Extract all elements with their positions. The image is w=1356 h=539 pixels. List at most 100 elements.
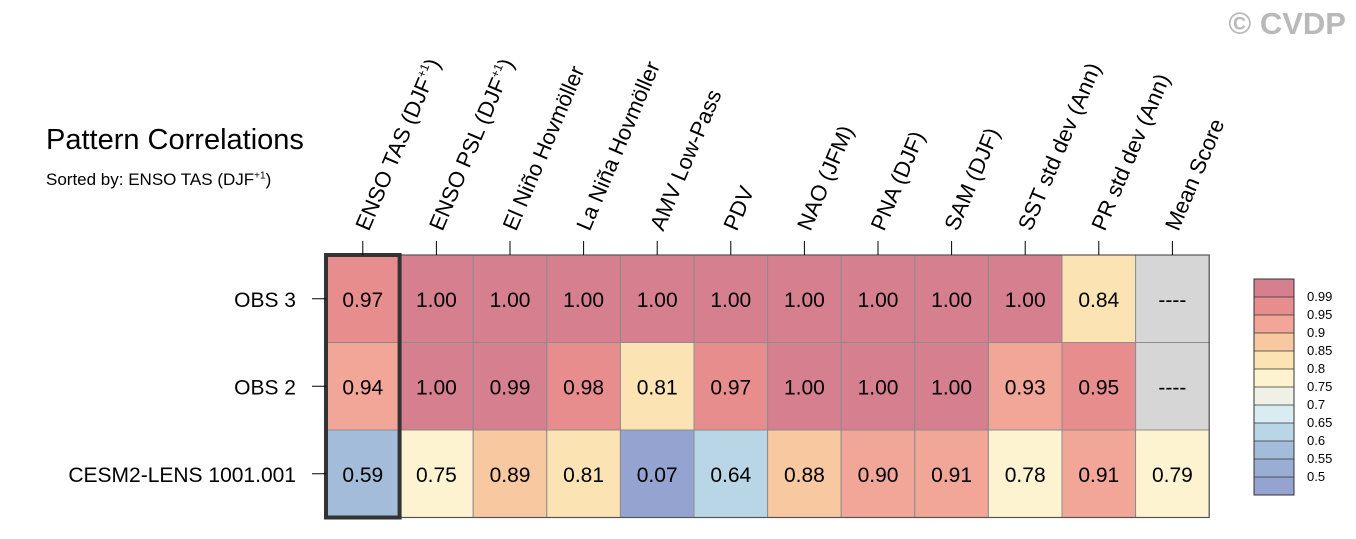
column-label: AMV Low-Pass bbox=[645, 86, 727, 234]
heatmap-cell bbox=[767, 429, 842, 518]
cell-value-label: 0.78 bbox=[1005, 464, 1046, 487]
cell-value-label: 0.95 bbox=[1078, 376, 1119, 399]
colorbar-swatch bbox=[1254, 369, 1294, 387]
cell-value-label: 0.98 bbox=[563, 376, 604, 399]
column-label: NAO (JFM) bbox=[792, 122, 858, 234]
column-label: SAM (DJF) bbox=[939, 124, 1005, 234]
cell-value-label: 1.00 bbox=[563, 289, 604, 312]
heatmap-cell bbox=[399, 254, 474, 343]
cell-value-label: 0.07 bbox=[637, 464, 678, 487]
column-label: El Niño Hovmöller bbox=[498, 62, 590, 234]
heatmap-cell bbox=[693, 342, 769, 431]
column-label-text: PNA (DJF) bbox=[866, 127, 930, 234]
subtitle-superscript: +1 bbox=[254, 170, 266, 182]
cell-value-label: 1.00 bbox=[858, 289, 899, 312]
cell-value-label: 1.00 bbox=[858, 376, 899, 399]
colorbar-swatch bbox=[1254, 405, 1294, 423]
colorbar-swatch bbox=[1254, 423, 1294, 441]
column-label-text: AMV Low-Pass bbox=[645, 86, 727, 234]
cell-value-label: ---- bbox=[1158, 289, 1186, 312]
heatmap-cell bbox=[619, 254, 695, 343]
heatmap-cell bbox=[619, 342, 695, 431]
subtitle-suffix: ) bbox=[265, 170, 272, 189]
heatmap-cell bbox=[472, 342, 548, 431]
cell-value-label: 1.00 bbox=[490, 289, 531, 312]
heatmap-cell bbox=[987, 254, 1063, 343]
heatmap-cell bbox=[987, 429, 1063, 518]
colorbar-label: 0.8 bbox=[1307, 361, 1325, 376]
colorbar-swatch bbox=[1254, 333, 1294, 351]
column-label-text: El Niño Hovmöller bbox=[498, 62, 590, 234]
colorbar-label: 0.99 bbox=[1307, 289, 1332, 304]
cell-value-label: 0.64 bbox=[710, 464, 751, 487]
column-label: PR std dev (Ann) bbox=[1086, 70, 1174, 234]
heatmap-cell bbox=[840, 254, 916, 343]
column-label-text: ENSO TAS (DJF bbox=[350, 74, 437, 234]
cell-value-label: 1.00 bbox=[784, 289, 825, 312]
subtitle-text: Sorted by: ENSO TAS (DJF bbox=[46, 170, 255, 189]
heatmap-cell bbox=[1061, 429, 1137, 518]
colorbar-swatch bbox=[1254, 279, 1294, 297]
colorbar-label: 0.95 bbox=[1307, 307, 1332, 322]
cell-value-label: 1.00 bbox=[637, 289, 678, 312]
cell-value-label: 0.89 bbox=[490, 464, 531, 487]
heatmap-cell bbox=[472, 254, 548, 343]
cell-value-label: 0.88 bbox=[784, 464, 825, 487]
colorbar-swatch bbox=[1254, 351, 1294, 369]
colorbar-swatch bbox=[1254, 441, 1294, 459]
colorbar-swatch bbox=[1254, 459, 1294, 477]
cell-value-label: 0.99 bbox=[490, 376, 531, 399]
colorbar-label: 0.5 bbox=[1307, 469, 1325, 484]
heatmap-cell bbox=[325, 342, 401, 431]
heatmap-cell bbox=[1061, 254, 1137, 343]
row-labels: OBS 3 OBS 2 CESM2-LENS 1001.001 bbox=[68, 289, 326, 487]
row-label: OBS 3 bbox=[234, 289, 296, 312]
cell-value-label: 0.81 bbox=[563, 464, 604, 487]
colorbar-swatch bbox=[1254, 315, 1294, 333]
colorbar-label: 0.55 bbox=[1307, 451, 1332, 466]
heatmap-cell bbox=[472, 429, 548, 518]
column-label-text: PDV bbox=[718, 182, 759, 234]
heatmap-cell bbox=[1135, 429, 1210, 518]
heatmap-cell bbox=[914, 342, 989, 431]
heatmap-cell bbox=[1135, 342, 1210, 431]
row-label: CESM2-LENS 1001.001 bbox=[68, 464, 296, 487]
cell-value-label: 0.93 bbox=[1005, 376, 1046, 399]
colorbar-swatch bbox=[1254, 387, 1294, 405]
column-label-text: Mean Score bbox=[1160, 115, 1229, 234]
column-label: Mean Score bbox=[1160, 115, 1229, 234]
row-label: OBS 2 bbox=[234, 376, 296, 399]
colorbar-swatch bbox=[1254, 477, 1294, 495]
heatmap-cell bbox=[1061, 342, 1137, 431]
column-label-text: NAO (JFM) bbox=[792, 122, 858, 234]
chart-subtitle: Sorted by: ENSO TAS (DJF+1) bbox=[46, 170, 271, 190]
heatmap-cell bbox=[914, 429, 989, 518]
cell-value-label: 0.91 bbox=[931, 464, 972, 487]
colorbar-label: 0.85 bbox=[1307, 343, 1332, 358]
cell-value-label: 0.91 bbox=[1078, 464, 1119, 487]
colorbar-label: 0.75 bbox=[1307, 379, 1332, 394]
cell-value-label: 0.59 bbox=[342, 464, 383, 487]
colorbar-label: 0.7 bbox=[1307, 397, 1325, 412]
heatmap-cell bbox=[399, 429, 474, 518]
colorbar: 0.99 0.95 0.9 0.85 0.8 0.75 0.7 0.65 0.6 0.55 0.5 bbox=[1253, 278, 1332, 496]
column-label-superscript: +1 bbox=[414, 61, 432, 79]
cell-value-label: 1.00 bbox=[416, 289, 457, 312]
column-label-text: ENSO PSL (DJF bbox=[424, 74, 511, 234]
colorbar-swatch bbox=[1254, 297, 1294, 315]
column-label: PNA (DJF) bbox=[866, 127, 930, 234]
heatmap-cell bbox=[987, 342, 1063, 431]
cell-value-label: 0.75 bbox=[416, 464, 457, 487]
column-label-superscript: +1 bbox=[488, 61, 506, 79]
watermark: © CVDP bbox=[1228, 6, 1346, 41]
cell-value-label: 1.00 bbox=[931, 376, 972, 399]
cell-value-label: 0.94 bbox=[342, 376, 383, 399]
heatmap-cells bbox=[324, 253, 1210, 520]
cell-value-label: 1.00 bbox=[710, 289, 751, 312]
heatmap-cell bbox=[693, 429, 769, 518]
cell-value-label: 1.00 bbox=[931, 289, 972, 312]
cell-value-label: 1.00 bbox=[784, 376, 825, 399]
chart-title: Pattern Correlations bbox=[46, 124, 304, 156]
heatmap-cell-labels: 0.97 1.00 1.00 1.00 1.00 1.00 1.00 1.00 1.00 1.00… bbox=[342, 289, 1192, 487]
